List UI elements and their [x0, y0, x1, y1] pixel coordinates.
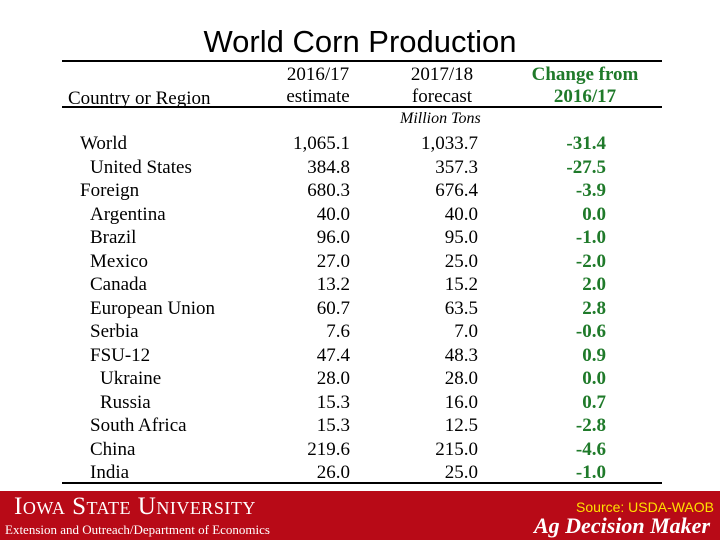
table-top-rule: [62, 60, 662, 62]
header-2017-line2: forecast: [411, 86, 473, 107]
row-2016-value: 96.0: [316, 227, 350, 248]
row-country: Mexico: [90, 250, 149, 272]
row-2016-value: 28.0: [316, 368, 350, 389]
row-2017-value: 357.3: [435, 156, 478, 178]
row-2017-value: 676.4: [435, 180, 478, 201]
row-2016-value: 47.4: [316, 344, 350, 366]
row-change-value: 0.0: [582, 203, 606, 225]
row-change-value: -27.5: [566, 156, 606, 178]
university-logo-text: Iowa State University: [14, 493, 256, 520]
row-change-value: -1.0: [575, 462, 606, 483]
table-row: China 219.6 215.0 -4.6: [62, 438, 662, 462]
row-2017-value: 7.0: [454, 321, 478, 342]
row-2016-value: 27.0: [316, 250, 350, 272]
corn-production-table: Country or Region 2016/17 estimate 2017/…: [62, 58, 662, 486]
row-change-value: 2.8: [582, 297, 606, 319]
table-row: European Union 60.7 63.5 2.8: [62, 297, 662, 321]
header-2016-estimate: 2016/17 estimate: [268, 64, 368, 108]
table-row: Russia 15.3 16.0 0.7: [62, 391, 662, 415]
row-2016-value: 60.7: [316, 297, 350, 319]
table-row: Canada 13.2 15.2 2.0: [62, 273, 662, 297]
row-change-value: -2.8: [575, 415, 606, 436]
row-country: United States: [90, 156, 192, 178]
table-row: Ukraine 28.0 28.0 0.0: [62, 367, 662, 391]
row-change-value: 0.0: [582, 368, 606, 389]
row-country: Foreign: [80, 180, 140, 201]
row-change-value: -2.0: [575, 250, 606, 272]
header-2016-line1: 2016/17: [286, 64, 350, 85]
table-row: Foreign 680.3 676.4 -3.9: [62, 179, 662, 203]
row-2017-value: 28.0: [444, 368, 478, 389]
program-logo-text: Ag Decision Maker: [534, 513, 710, 538]
units-label: Million Tons: [400, 110, 481, 127]
row-2017-value: 16.0: [444, 391, 478, 413]
row-2016-value: 219.6: [307, 438, 350, 460]
row-2017-value: 12.5: [444, 415, 478, 436]
header-change-line2: 2016/17: [553, 86, 617, 107]
department-text: Extension and Outreach/Department of Eco…: [5, 522, 270, 537]
row-2016-value: 15.3: [316, 415, 350, 436]
table-row: Mexico 27.0 25.0 -2.0: [62, 250, 662, 274]
row-2016-value: 13.2: [316, 274, 350, 295]
row-country: FSU-12: [90, 344, 151, 366]
row-change-value: 2.0: [582, 274, 606, 295]
row-country: Brazil: [90, 227, 137, 248]
row-2016-value: 40.0: [316, 203, 350, 225]
slide-title: World Corn Production: [203, 24, 517, 59]
row-2017-value: 63.5: [444, 297, 478, 319]
header-change: Change from 2016/17: [510, 64, 660, 108]
row-change-value: -3.9: [575, 180, 606, 201]
table-row: World 1,065.1 1,033.7 -31.4: [62, 132, 662, 156]
row-2017-value: 25.0: [444, 462, 478, 483]
header-change-line1: Change from: [531, 64, 639, 85]
header-2017-forecast: 2017/18 forecast: [392, 64, 492, 108]
table-row: Argentina 40.0 40.0 0.0: [62, 203, 662, 227]
row-country: World: [80, 133, 128, 154]
footer-bar: Iowa State University Extension and Outr…: [0, 491, 720, 540]
table-row: South Africa 15.3 12.5 -2.8: [62, 414, 662, 438]
row-change-value: -0.6: [575, 321, 606, 342]
table-row: Brazil 96.0 95.0 -1.0: [62, 226, 662, 250]
row-2016-value: 680.3: [307, 180, 350, 201]
row-2016-value: 7.6: [326, 321, 350, 342]
source-text: Source: USDA-WAOB: [576, 499, 714, 515]
row-change-value: -1.0: [575, 227, 606, 248]
row-country: India: [90, 462, 130, 483]
row-country: Ukraine: [100, 368, 162, 389]
row-change-value: 0.9: [582, 344, 606, 366]
row-2017-value: 215.0: [435, 438, 478, 460]
row-country: Russia: [100, 391, 151, 413]
table-row: Serbia 7.6 7.0 -0.6: [62, 320, 662, 344]
header-country: Country or Region: [68, 88, 211, 109]
row-2017-value: 95.0: [444, 227, 478, 248]
row-2016-value: 15.3: [316, 391, 350, 413]
row-2016-value: 1,065.1: [293, 133, 350, 154]
row-2017-value: 40.0: [444, 203, 478, 225]
row-change-value: -31.4: [566, 133, 606, 154]
header-2017-line1: 2017/18: [410, 64, 474, 85]
row-2017-value: 15.2: [444, 274, 478, 295]
row-change-value: -4.6: [575, 438, 606, 460]
table-row: FSU-12 47.4 48.3 0.9: [62, 344, 662, 368]
row-country: European Union: [90, 297, 216, 319]
row-country: Canada: [90, 274, 147, 295]
row-change-value: 0.7: [582, 391, 606, 413]
header-2016-line2: estimate: [286, 86, 350, 107]
table-row: India 26.0 25.0 -1.0: [62, 461, 662, 485]
row-country: Serbia: [90, 321, 139, 342]
row-2016-value: 384.8: [307, 156, 350, 178]
row-country: China: [90, 438, 136, 460]
row-country: Argentina: [90, 203, 166, 225]
table-bottom-rule: [62, 482, 662, 484]
row-country: South Africa: [90, 415, 187, 436]
row-2017-value: 1,033.7: [421, 133, 478, 154]
row-2017-value: 48.3: [444, 344, 478, 366]
table-header-rule: [62, 106, 662, 108]
row-2017-value: 25.0: [444, 250, 478, 272]
table-row: United States 384.8 357.3 -27.5: [62, 156, 662, 180]
row-2016-value: 26.0: [316, 462, 350, 483]
